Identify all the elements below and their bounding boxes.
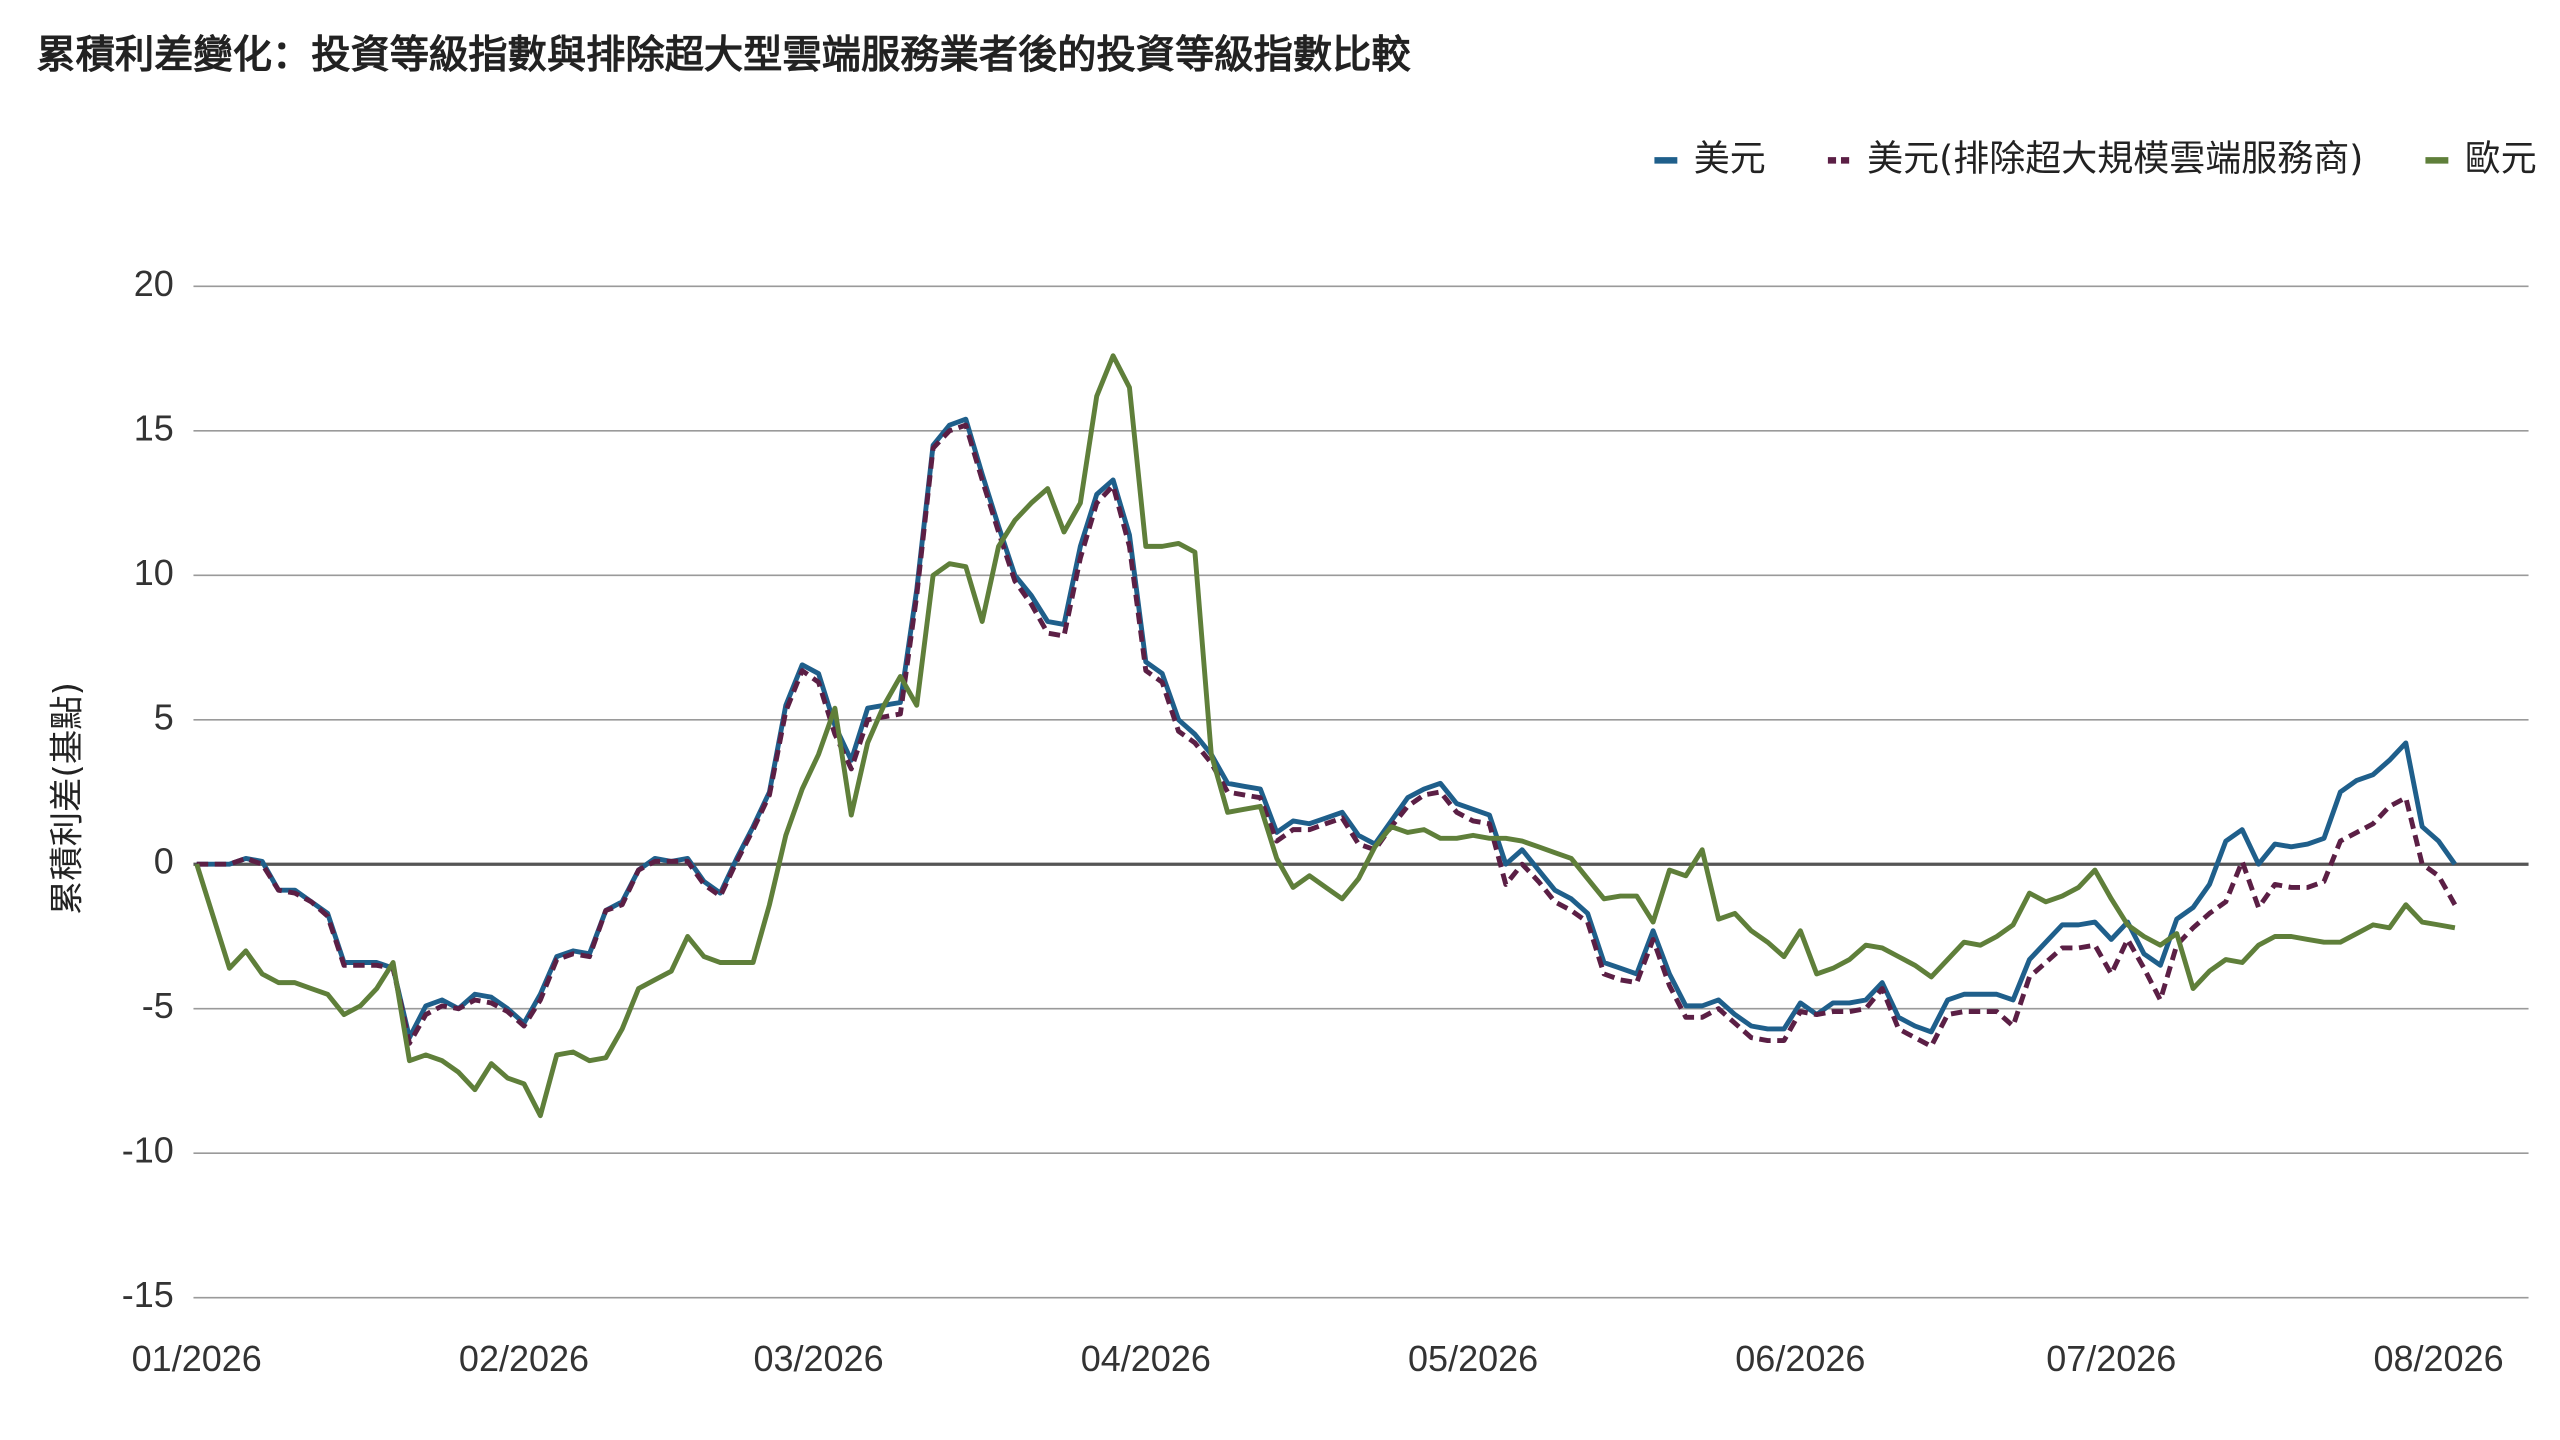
- y-tick-label: 5: [154, 696, 174, 737]
- y-tick-label: 20: [134, 263, 174, 304]
- legend-label: 歐元: [2465, 138, 2537, 179]
- x-tick-label: 05/2026: [1408, 1338, 1538, 1379]
- legend-label: 美元(排除超大規模雲端服務商): [1867, 138, 2363, 179]
- x-tick-label: 01/2026: [132, 1338, 262, 1379]
- series-line: [196, 422, 2458, 1049]
- y-tick-label: 10: [134, 552, 174, 593]
- legend-label: 美元: [1694, 138, 1766, 179]
- y-tick-label: -5: [142, 985, 174, 1026]
- x-tick-label: 07/2026: [2046, 1338, 2176, 1379]
- series-line: [194, 353, 2456, 1119]
- x-tick-label: 08/2026: [2373, 1338, 2503, 1379]
- x-tick-label: 03/2026: [753, 1338, 883, 1379]
- y-tick-label: -10: [122, 1130, 174, 1171]
- y-tick-label: 0: [154, 841, 174, 882]
- x-tick-label: 02/2026: [459, 1338, 589, 1379]
- y-tick-label: -15: [122, 1274, 174, 1315]
- y-tick-label: 15: [134, 407, 174, 448]
- series-line: [196, 416, 2457, 1041]
- y-axis-label: 累積利差(基點): [48, 682, 88, 915]
- x-tick-label: 04/2026: [1081, 1338, 1211, 1379]
- chart-title: 累積利差變化：投資等級指數與排除超大型雲端服務業者後的投資等級指數比較: [36, 33, 1411, 78]
- x-tick-label: 06/2026: [1735, 1338, 1865, 1379]
